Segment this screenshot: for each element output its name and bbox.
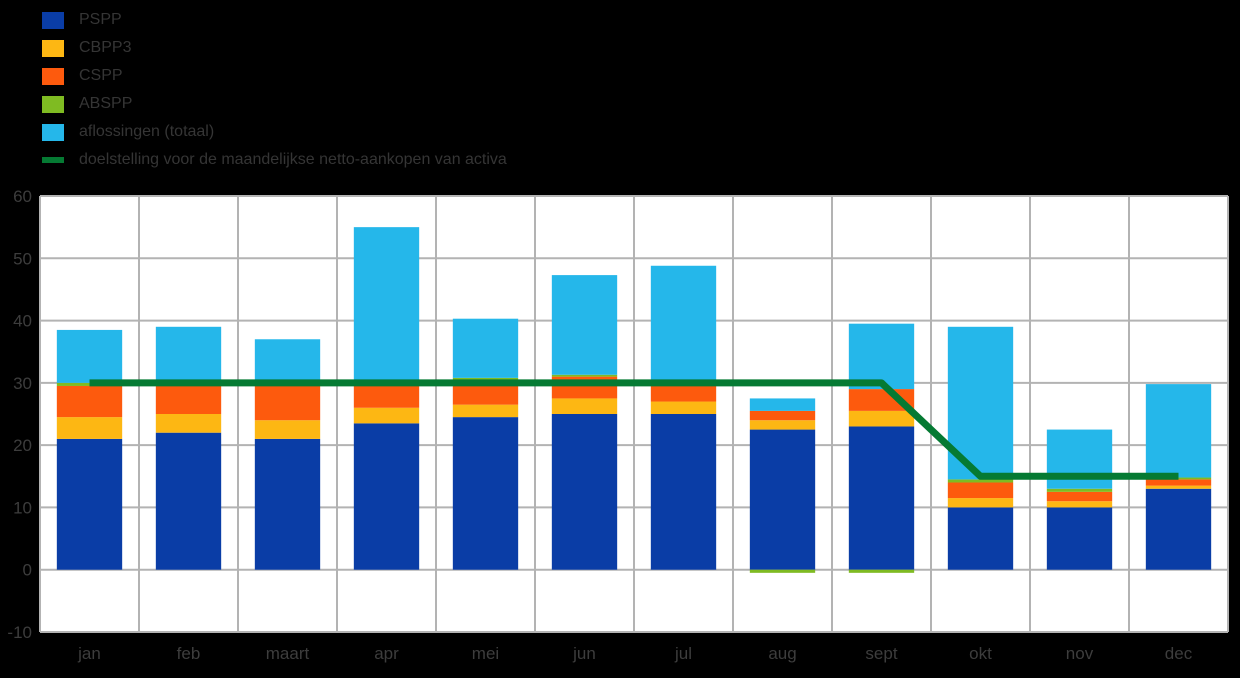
y-axis-tick-label: 20 xyxy=(13,436,32,455)
bar-segment-aflossingen-totaal- xyxy=(353,227,420,383)
bar-segment-aflossingen-totaal- xyxy=(56,329,123,383)
legend-item-pspp: PSPP xyxy=(42,6,507,34)
bar-segment-aflossingen-totaal- xyxy=(155,326,222,383)
x-axis-tick-label: aug xyxy=(768,644,796,663)
legend-swatch-aflossingen xyxy=(42,123,64,141)
bar-segment-aflossingen-totaal- xyxy=(1145,384,1212,478)
legend-item-doelstelling: doelstelling voor de maandelijkse netto-… xyxy=(42,146,507,174)
bar-segment-pspp xyxy=(947,507,1014,570)
bar-segment-cbpp3 xyxy=(551,398,618,414)
bar-segment-abspp xyxy=(749,569,816,573)
legend-label-doelstelling: doelstelling voor de maandelijkse netto-… xyxy=(79,151,507,168)
bar-segment-cspp xyxy=(1145,479,1212,486)
bar-segment-pspp xyxy=(254,438,321,570)
bar-segment-aflossingen-totaal- xyxy=(254,339,321,380)
x-axis-tick-label: maart xyxy=(266,644,310,663)
x-axis-tick-label: dec xyxy=(1165,644,1193,663)
bar-segment-cbpp3 xyxy=(749,420,816,430)
legend-label-pspp: PSPP xyxy=(79,11,122,28)
legend-label-cbpp3: CBPP3 xyxy=(79,39,132,56)
bar-segment-cbpp3 xyxy=(1145,485,1212,489)
legend-swatch-cbpp3 xyxy=(42,39,64,57)
legend-item-abspp: ABSPP xyxy=(42,90,507,118)
bar-segment-cbpp3 xyxy=(650,401,717,414)
bar-segment-abspp xyxy=(1046,488,1113,492)
x-axis-tick-label: jan xyxy=(77,644,101,663)
y-axis-tick-label: 30 xyxy=(13,374,32,393)
bar-segment-pspp xyxy=(749,429,816,570)
bar-segment-cspp xyxy=(353,385,420,408)
bar-segment-aflossingen-totaal- xyxy=(650,265,717,385)
bar-segment-abspp xyxy=(947,479,1014,483)
legend-swatch-pspp xyxy=(42,11,64,29)
y-axis-tick-label: 40 xyxy=(13,312,32,331)
y-axis-tick-label: 50 xyxy=(13,249,32,268)
bar-segment-pspp xyxy=(155,432,222,570)
bar-segment-cspp xyxy=(254,385,321,421)
bar-segment-aflossingen-totaal- xyxy=(1046,429,1113,489)
bar-segment-cbpp3 xyxy=(56,417,123,439)
bar-segment-cspp xyxy=(749,410,816,421)
bar-segment-aflossingen-totaal- xyxy=(452,318,519,378)
legend-item-cspp: CSPP xyxy=(42,62,507,90)
legend-swatch-cspp xyxy=(42,67,64,85)
legend-label-abspp: ABSPP xyxy=(79,95,133,112)
bar-segment-pspp xyxy=(353,423,420,570)
bar-segment-cbpp3 xyxy=(947,498,1014,508)
legend-swatch-abspp xyxy=(42,95,64,113)
x-axis-tick-label: okt xyxy=(969,644,992,663)
bar-segment-cspp xyxy=(56,385,123,418)
legend-label-aflossingen: aflossingen (totaal) xyxy=(79,123,215,140)
x-axis-tick-label: jul xyxy=(674,644,692,663)
y-axis-tick-label: -10 xyxy=(7,623,32,642)
bar-segment-cbpp3 xyxy=(848,410,915,427)
x-axis-tick-label: nov xyxy=(1066,644,1094,663)
chart-legend: PSPP CBPP3 CSPP ABSPP aflossingen (totaa… xyxy=(42,6,507,174)
bar-segment-cspp xyxy=(1046,491,1113,502)
bar-segment-cspp xyxy=(155,385,222,414)
bar-segment-aflossingen-totaal- xyxy=(749,398,816,411)
legend-item-aflossingen: aflossingen (totaal) xyxy=(42,118,507,146)
chart-canvas: -10 0 10 20 30 40 50 60 jan feb maart apr mei jun jul a… xyxy=(7,190,1229,663)
bar-segment-cbpp3 xyxy=(254,420,321,439)
legend-item-cbpp3: CBPP3 xyxy=(42,34,507,62)
x-axis-tick-label: sept xyxy=(865,644,897,663)
x-axis-tick-label: apr xyxy=(374,644,399,663)
target-line xyxy=(89,379,1179,480)
bar-segment-abspp xyxy=(452,377,519,380)
x-axis-tick-label: feb xyxy=(177,644,201,663)
bar-segment-cspp xyxy=(650,385,717,402)
bar-segment-cspp xyxy=(947,482,1014,499)
bar-segment-cbpp3 xyxy=(452,404,519,418)
y-axis-tick-label: 10 xyxy=(13,498,32,517)
bar-segment-cbpp3 xyxy=(155,414,222,433)
bar-segment-abspp xyxy=(551,374,618,377)
bar-segment-cbpp3 xyxy=(353,407,420,424)
bar-segment-aflossingen-totaal- xyxy=(848,323,915,390)
y-axis-tick-label: 60 xyxy=(13,190,32,206)
legend-swatch-doelstelling-line xyxy=(42,157,64,163)
x-axis-tick-label: jun xyxy=(572,644,596,663)
bar-segment-pspp xyxy=(452,417,519,570)
y-axis-tick-label: 0 xyxy=(23,561,32,580)
bar-segment-pspp xyxy=(1145,488,1212,570)
bar-segment-pspp xyxy=(650,414,717,570)
bar-segment-pspp xyxy=(551,414,618,570)
x-axis-tick-label: mei xyxy=(472,644,499,663)
bar-segment-pspp xyxy=(56,438,123,570)
bar-segment-pspp xyxy=(848,426,915,570)
bar-segment-pspp xyxy=(1046,507,1113,570)
bar-segment-abspp xyxy=(848,569,915,573)
bar-segment-cbpp3 xyxy=(1046,501,1113,508)
legend-label-cspp: CSPP xyxy=(79,67,123,84)
bar-segment-aflossingen-totaal- xyxy=(551,275,618,375)
